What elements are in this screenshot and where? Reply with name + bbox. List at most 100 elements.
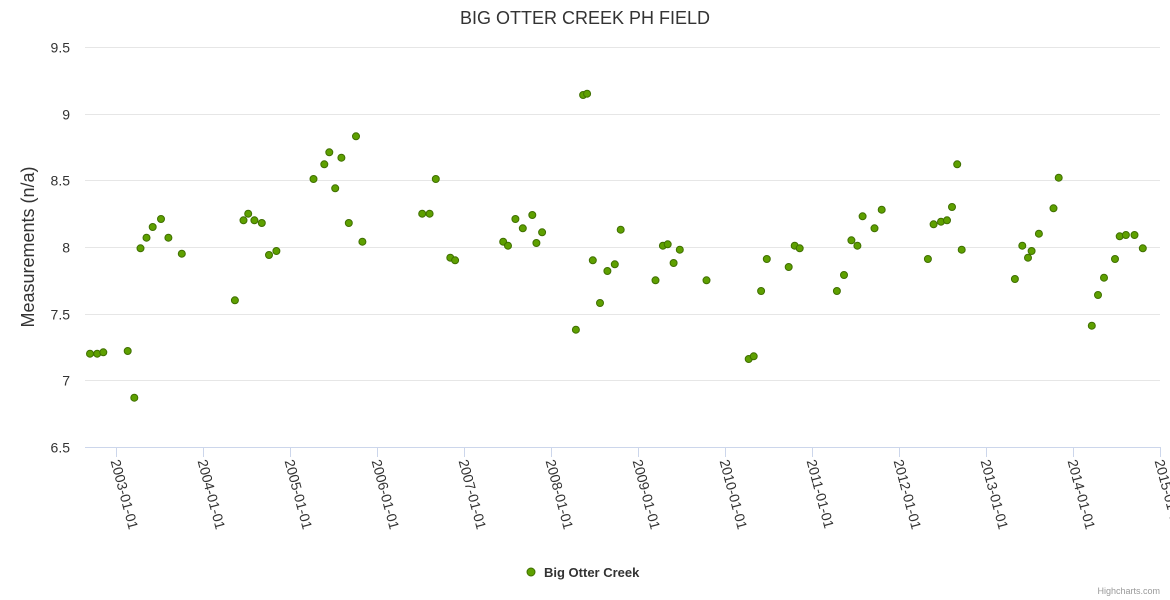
data-point[interactable] (571, 325, 580, 334)
x-tick-label: 2004-01-01 (195, 458, 229, 532)
data-point[interactable] (870, 224, 879, 233)
y-axis-label: Measurements (n/a) (18, 166, 38, 327)
y-tick-label: 8.5 (51, 173, 71, 189)
data-point[interactable] (528, 211, 537, 219)
data-point[interactable] (272, 247, 281, 255)
data-point[interactable] (702, 276, 711, 285)
data-point[interactable] (431, 175, 440, 183)
legend-item-big-otter-creek[interactable]: Big Otter Creek (544, 565, 640, 580)
data-point[interactable] (257, 219, 266, 227)
data-point[interactable] (795, 244, 804, 253)
data-point[interactable] (957, 245, 966, 254)
data-point[interactable] (164, 233, 173, 242)
data-point[interactable] (511, 215, 520, 223)
data-point[interactable] (1010, 275, 1019, 283)
data-point[interactable] (337, 153, 346, 162)
data-point[interactable] (177, 249, 186, 258)
data-point[interactable] (320, 160, 329, 169)
data-point[interactable] (1094, 291, 1102, 299)
data-point[interactable] (923, 255, 932, 263)
data-point[interactable] (86, 349, 94, 358)
data-point[interactable] (239, 216, 248, 225)
data-point[interactable] (325, 148, 334, 157)
credits-link[interactable]: Highcharts.com (1097, 586, 1160, 596)
data-point[interactable] (948, 203, 956, 211)
data-point[interactable] (1054, 173, 1063, 182)
data-point[interactable] (929, 220, 938, 229)
data-point[interactable] (784, 263, 793, 271)
data-point[interactable] (358, 237, 367, 246)
data-point[interactable] (1034, 229, 1043, 238)
data-point[interactable] (840, 271, 848, 279)
data-point[interactable] (352, 132, 360, 141)
data-point[interactable] (1024, 253, 1032, 262)
x-tick-label: 2011-01-01 (804, 458, 838, 531)
y-tick-label: 6.5 (51, 440, 71, 456)
data-point[interactable] (762, 255, 771, 263)
data-point[interactable] (1121, 231, 1130, 239)
x-tick-label: 2012-01-01 (891, 458, 925, 532)
data-point[interactable] (1018, 241, 1027, 250)
data-point[interactable] (877, 205, 886, 214)
data-point[interactable] (1049, 204, 1058, 213)
data-point[interactable] (663, 240, 672, 249)
data-point[interactable] (309, 175, 318, 183)
x-tick-label: 2015-01-01 (1152, 458, 1170, 532)
x-tick-label: 2008-01-01 (543, 458, 577, 532)
y-tick-label: 7 (62, 373, 70, 389)
data-point[interactable] (331, 184, 340, 193)
data-point[interactable] (858, 212, 867, 221)
data-point[interactable] (532, 239, 541, 247)
data-point[interactable] (230, 296, 239, 305)
data-point[interactable] (1027, 247, 1036, 255)
data-point[interactable] (596, 299, 604, 307)
x-tick-label: 2014-01-01 (1065, 458, 1099, 532)
legend-marker[interactable] (526, 567, 536, 577)
data-point[interactable] (675, 245, 684, 254)
data-point[interactable] (588, 256, 597, 265)
data-point[interactable] (136, 244, 145, 253)
x-tick-label: 2005-01-01 (282, 458, 316, 532)
data-point[interactable] (832, 287, 841, 295)
data-point[interactable] (1130, 231, 1139, 239)
data-point[interactable] (265, 251, 273, 259)
data-point[interactable] (603, 267, 612, 275)
data-point[interactable] (651, 276, 660, 285)
data-point[interactable] (610, 260, 619, 269)
data-point[interactable] (99, 348, 108, 357)
data-point[interactable] (853, 241, 862, 250)
x-tick-label: 2007-01-01 (456, 458, 490, 532)
data-point[interactable] (425, 209, 434, 218)
data-point[interactable] (1111, 255, 1119, 263)
data-point[interactable] (757, 287, 766, 295)
data-point[interactable] (847, 236, 856, 245)
data-point[interactable] (123, 347, 132, 355)
data-point[interactable] (142, 233, 151, 242)
y-gridlines (85, 47, 1160, 381)
data-point[interactable] (148, 223, 157, 231)
data-point[interactable] (504, 241, 512, 250)
data-point[interactable] (669, 259, 678, 267)
data-point[interactable] (157, 215, 165, 223)
x-tick-label: 2009-01-01 (630, 458, 664, 532)
x-tick-label: 2013-01-01 (978, 458, 1012, 532)
data-point[interactable] (538, 228, 547, 237)
data-point[interactable] (518, 224, 527, 233)
data-point[interactable] (130, 393, 139, 402)
data-point[interactable] (344, 219, 353, 227)
data-point[interactable] (1087, 321, 1096, 330)
data-point[interactable] (583, 89, 592, 98)
legend[interactable]: Big Otter Creek (526, 565, 640, 580)
data-point[interactable] (250, 216, 259, 225)
data-point[interactable] (953, 160, 962, 169)
data-point[interactable] (1100, 273, 1108, 282)
data-point[interactable] (616, 225, 625, 234)
data-point[interactable] (244, 209, 253, 218)
data-point[interactable] (451, 256, 460, 265)
data-point[interactable] (749, 352, 758, 361)
data-point[interactable] (418, 209, 427, 218)
data-point[interactable] (943, 216, 951, 225)
x-tick-label: 2010-01-01 (717, 458, 751, 532)
data-point[interactable] (1138, 244, 1147, 253)
y-axis-ticks: 6.5 7 7.5 8 8.5 9 9.5 (51, 40, 71, 456)
